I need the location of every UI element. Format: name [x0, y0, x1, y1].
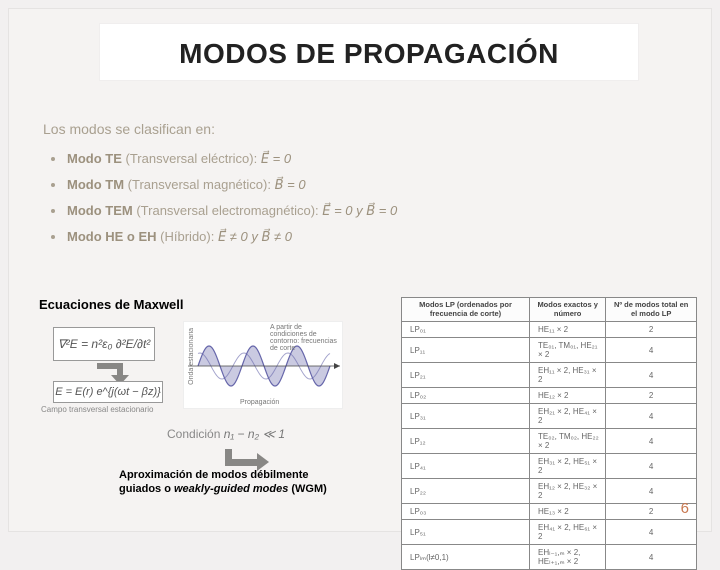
table-row: LPₗₘ(l≠0,1)EHₗ₋₁,ₘ × 2, HEₗ₊₁,ₘ × 24: [402, 545, 697, 570]
cell-exact: EHₗ₋₁,ₘ × 2, HEₗ₊₁,ₘ × 2: [530, 545, 606, 570]
cell-exact: TE₀₂, TM₀₂, HE₂₂ × 2: [530, 429, 606, 454]
page-title: MODOS DE PROPAGACIÓN: [110, 38, 628, 70]
table-row: LP₁₁TE₀₁, TM₀₁, HE₂₁ × 24: [402, 338, 697, 363]
title-box: MODOS DE PROPAGACIÓN: [99, 23, 639, 81]
wgm-line2c: (WGM): [288, 483, 326, 495]
mode-item-tm: Modo TM (Transversal magnético): B⃗ = 0: [43, 177, 683, 193]
mode-name: Modo TEM: [67, 203, 133, 218]
cell-total: 4: [606, 454, 697, 479]
condition-text: Condición n₁ − n₂ ≪ 1: [167, 427, 285, 441]
bullet-icon: [51, 157, 55, 161]
stationary-wave-label: Onda estacionaria: [188, 328, 195, 385]
col-total: Nº de modos total en el modo LP: [606, 298, 697, 322]
caption-text: Campo transversal estacionario: [41, 405, 154, 414]
cell-exact: EH₂₁ × 2, HE₄₁ × 2: [530, 404, 606, 429]
cell-exact: HE₁₁ × 2: [530, 322, 606, 338]
mode-desc: (Transversal electromagnético):: [136, 203, 318, 218]
mode-eq: B⃗ = 0: [275, 177, 306, 192]
mode-item-te: Modo TE (Transversal eléctrico): E⃗ = 0: [43, 151, 683, 167]
wave-equation-box: ∇²E = n²ε₀ ∂²E/∂t²: [53, 327, 155, 361]
mode-eq: E⃗ ≠ 0 y B⃗ ≠ 0: [218, 229, 292, 244]
cell-total: 4: [606, 404, 697, 429]
intro-text: Los modos se clasifican en:: [43, 121, 683, 137]
wgm-caption: Aproximación de modos débilmente guiados…: [119, 469, 379, 497]
bullet-icon: [51, 209, 55, 213]
table-row: LP₃₁EH₂₁ × 2, HE₄₁ × 24: [402, 404, 697, 429]
cell-lp: LP₁₂: [402, 429, 530, 454]
cell-lp: LP₅₁: [402, 520, 530, 545]
slide: MODOS DE PROPAGACIÓN Los modos se clasif…: [8, 8, 712, 532]
cell-exact: EH₄₁ × 2, HE₆₁ × 2: [530, 520, 606, 545]
table-row: LP₅₁EH₄₁ × 2, HE₆₁ × 24: [402, 520, 697, 545]
cell-lp: LPₗₘ(l≠0,1): [402, 545, 530, 570]
cutoff-caption: A partir de condiciones de contorno: fre…: [270, 324, 340, 352]
mode-desc: (Híbrido):: [160, 229, 214, 244]
wgm-line1: Aproximación de modos débilmente: [119, 469, 308, 481]
mode-eq: E⃗ = 0: [261, 151, 291, 166]
cell-lp: LP₀₃: [402, 504, 530, 520]
mode-name: Modo TM: [67, 177, 124, 192]
cell-lp: LP₀₁: [402, 322, 530, 338]
cell-lp: LP₂₁: [402, 363, 530, 388]
wgm-line2b: weakly-guided modes: [174, 483, 288, 495]
cell-lp: LP₂₂: [402, 479, 530, 504]
cell-total: 4: [606, 363, 697, 388]
field-solution-box: E = E(r) e^{j(ωt − βz)}: [53, 381, 163, 403]
cell-total: 4: [606, 338, 697, 363]
cell-total: 2: [606, 388, 697, 404]
mode-item-he: Modo HE o EH (Híbrido): E⃗ ≠ 0 y B⃗ ≠ 0: [43, 229, 683, 245]
table-row: LP₀₃HE₁₃ × 22: [402, 504, 697, 520]
cell-total: 4: [606, 520, 697, 545]
arrow-down-icon: [97, 363, 123, 381]
condition-label: Condición: [167, 427, 220, 441]
stationary-field-caption: Campo transversal estacionario: [41, 405, 154, 415]
table-row: LP₀₁HE₁₁ × 22: [402, 322, 697, 338]
cell-lp: LP₀₂: [402, 388, 530, 404]
mode-classification: Los modos se clasifican en: Modo TE (Tra…: [43, 121, 683, 255]
mode-desc: (Transversal magnético):: [128, 177, 271, 192]
col-exact: Modos exactos y número: [530, 298, 606, 322]
page-number: 6: [681, 500, 689, 517]
cell-exact: EH₁₂ × 2, HE₃₂ × 2: [530, 479, 606, 504]
cell-total: 2: [606, 322, 697, 338]
table-row: LP₂₁EH₁₁ × 2, HE₃₁ × 24: [402, 363, 697, 388]
table-row: LP₂₂EH₁₂ × 2, HE₃₂ × 24: [402, 479, 697, 504]
col-lp: Modos LP (ordenados por frecuencia de co…: [402, 298, 530, 322]
bullet-icon: [51, 235, 55, 239]
cell-lp: LP₄₁: [402, 454, 530, 479]
table-row: LP₀₂HE₁₂ × 22: [402, 388, 697, 404]
mode-eq: E⃗ = 0 y B⃗ = 0: [322, 203, 397, 218]
cell-total: 4: [606, 545, 697, 570]
propagation-figure: Onda estacionaria A partir de condicione…: [183, 321, 343, 409]
cell-exact: EH₁₁ × 2, HE₃₁ × 2: [530, 363, 606, 388]
bullet-icon: [51, 183, 55, 187]
cell-exact: HE₁₂ × 2: [530, 388, 606, 404]
table-row: LP₁₂TE₀₂, TM₀₂, HE₂₂ × 24: [402, 429, 697, 454]
propagation-axis-label: Propagación: [240, 399, 279, 406]
lp-modes-table: Modos LP (ordenados por frecuencia de co…: [401, 297, 697, 570]
cell-total: 4: [606, 429, 697, 454]
condition-expr: n₁ − n₂ ≪ 1: [224, 427, 285, 441]
arrow-right-icon: [225, 449, 271, 469]
cell-lp: LP₃₁: [402, 404, 530, 429]
maxwell-heading: Ecuaciones de Maxwell: [39, 297, 184, 312]
wgm-line2a: guiados o: [119, 483, 174, 495]
table-header-row: Modos LP (ordenados por frecuencia de co…: [402, 298, 697, 322]
table-row: LP₄₁EH₃₁ × 2, HE₅₁ × 24: [402, 454, 697, 479]
cell-exact: TE₀₁, TM₀₁, HE₂₁ × 2: [530, 338, 606, 363]
mode-name: Modo TE: [67, 151, 122, 166]
cell-lp: LP₁₁: [402, 338, 530, 363]
cell-exact: EH₃₁ × 2, HE₅₁ × 2: [530, 454, 606, 479]
mode-desc: (Transversal eléctrico):: [126, 151, 258, 166]
cell-exact: HE₁₃ × 2: [530, 504, 606, 520]
mode-name: Modo HE o EH: [67, 229, 157, 244]
mode-item-tem: Modo TEM (Transversal electromagnético):…: [43, 203, 683, 219]
